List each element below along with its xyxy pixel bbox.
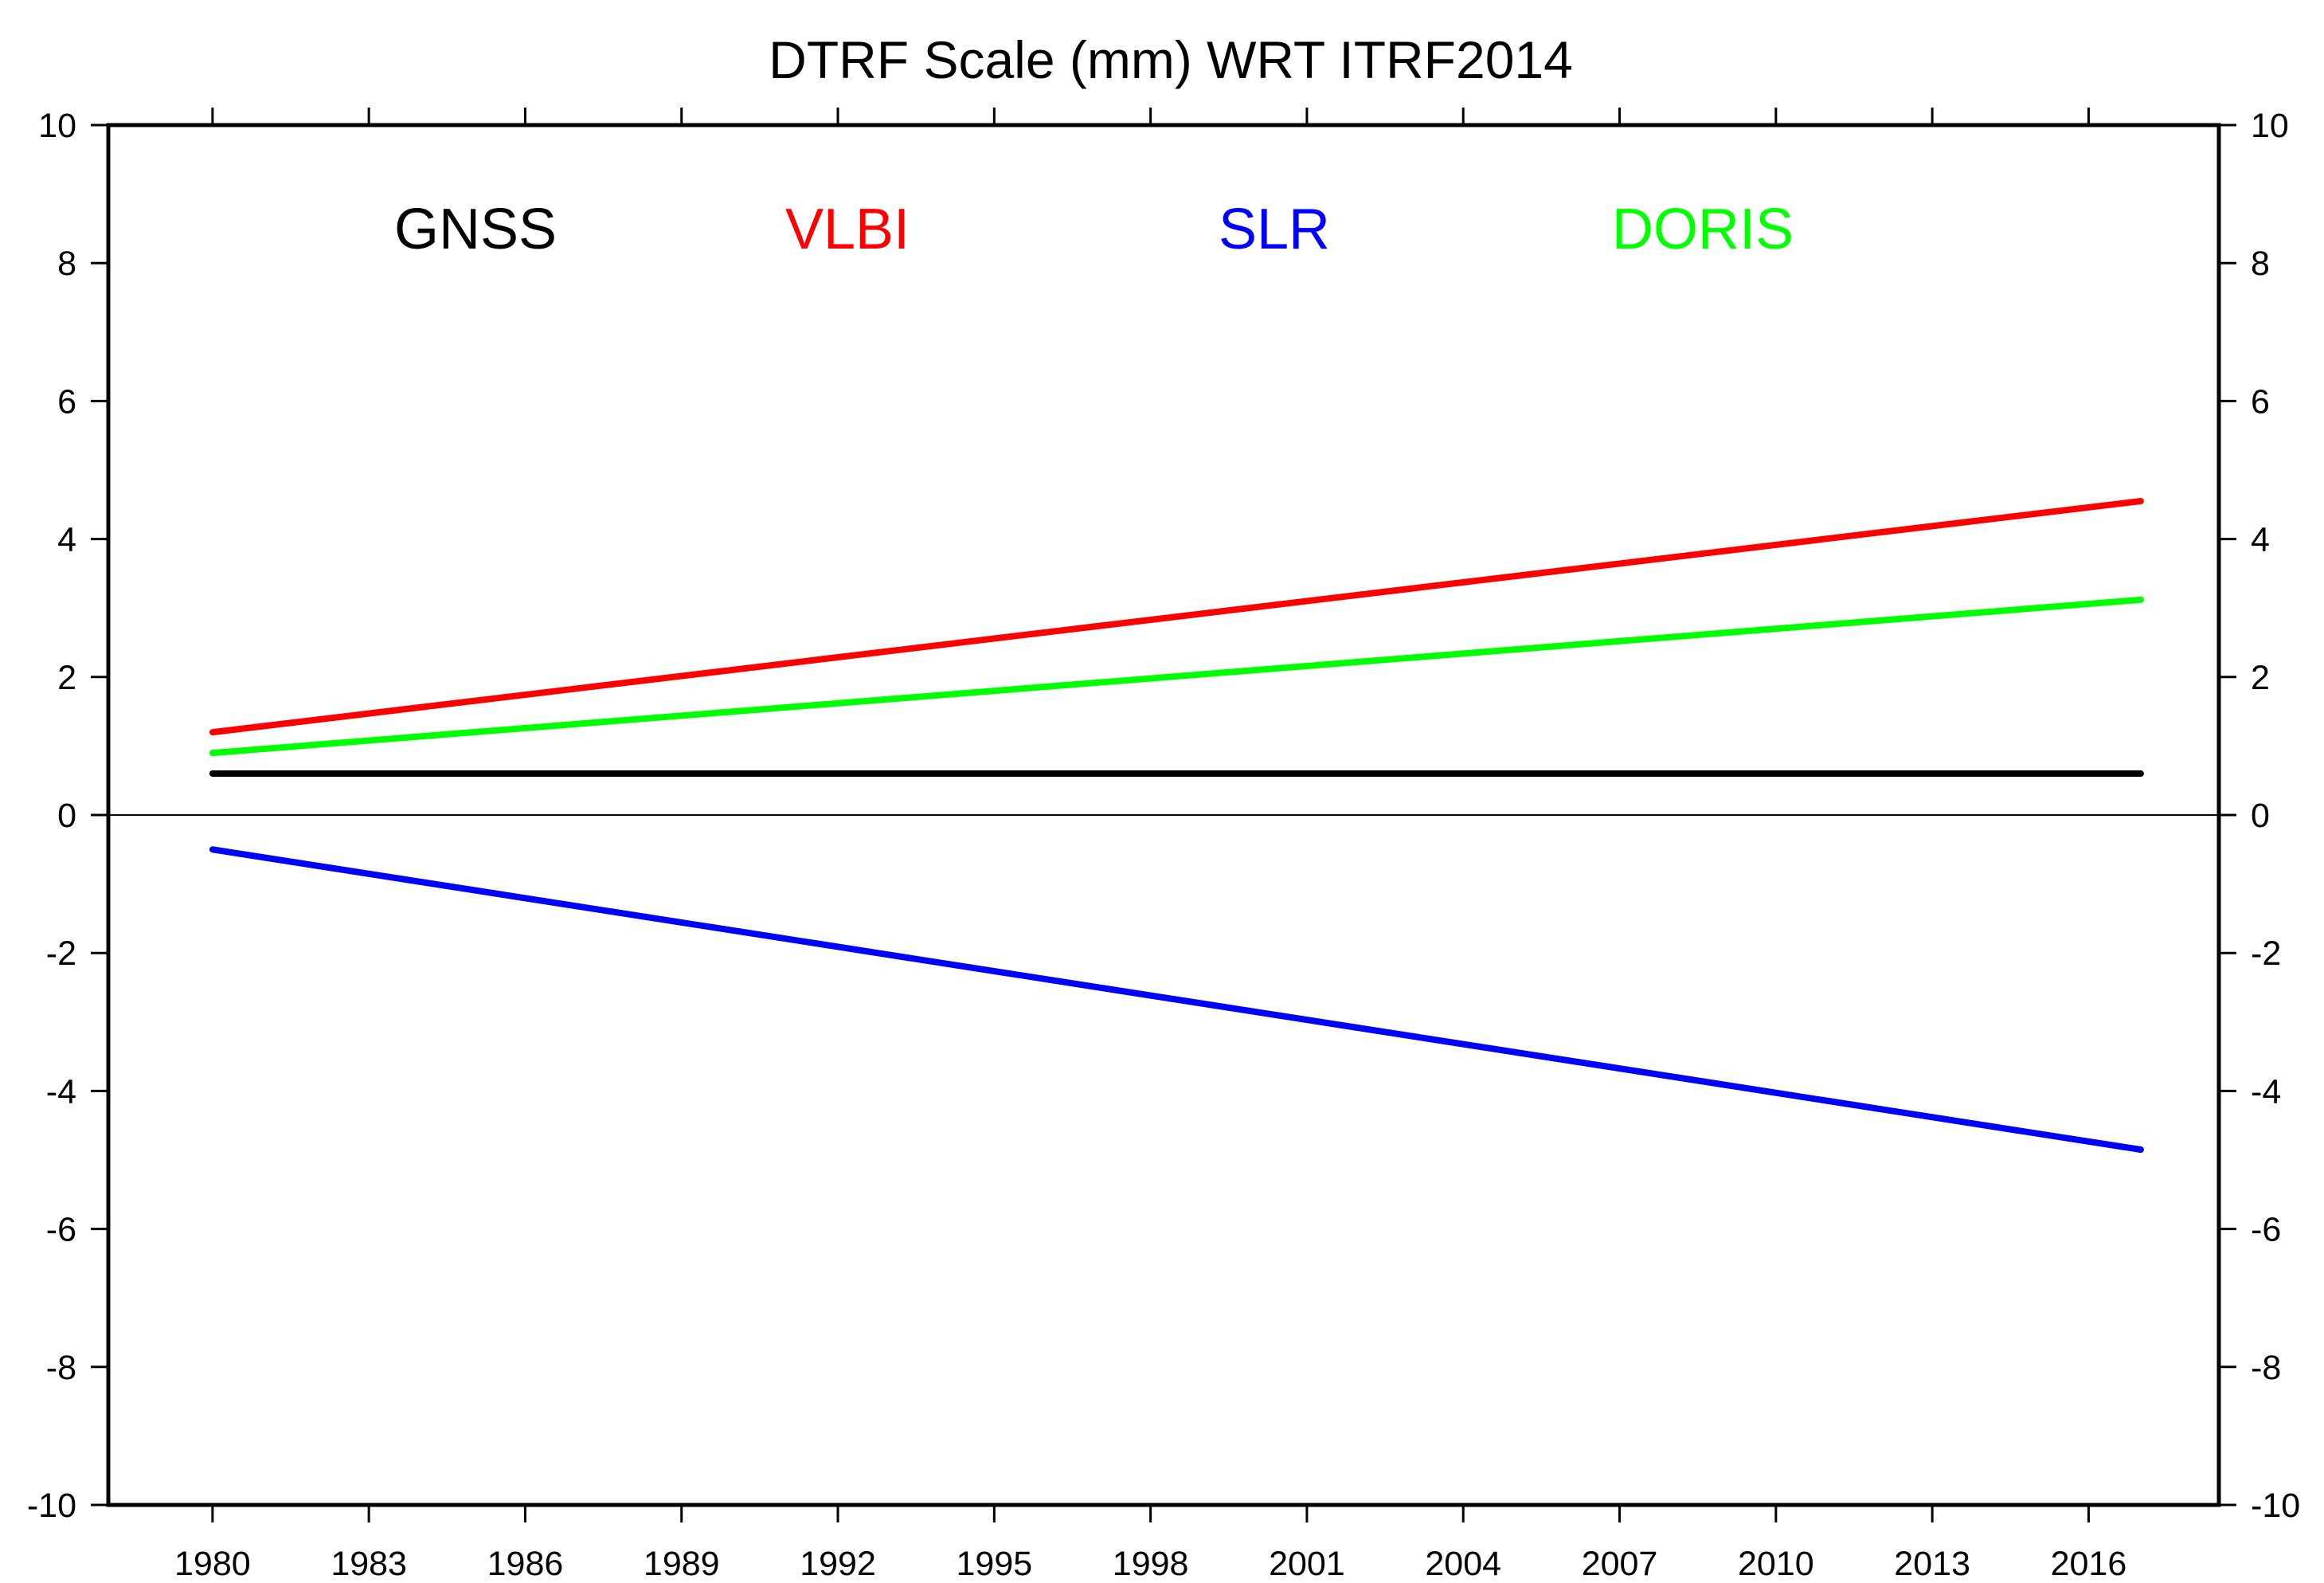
axes: 1980 1983 1986 1989 1992 1995 1998 2001 2004 2007…: [27, 107, 2300, 1583]
y-tick-label-left: 0: [57, 797, 76, 835]
y-tick-label-left: 8: [57, 245, 76, 283]
y-tick-label-right: -8: [2251, 1349, 2281, 1387]
chart-title: DTRF Scale (mm) WRT ITRF2014: [769, 30, 1573, 89]
y-tick-label-right: 8: [2251, 245, 2270, 283]
x-tick-label: 2010: [1738, 1545, 1814, 1583]
x-tick-label: 1995: [957, 1545, 1033, 1583]
y-tick-label-right: -10: [2251, 1487, 2300, 1525]
y-tick-label-right: -2: [2251, 935, 2281, 973]
legend-label-slr: SLR: [1219, 198, 1330, 261]
y-tick-label-left: 6: [57, 382, 76, 421]
x-tick-label: 1992: [800, 1545, 876, 1583]
y-tick-label-right: 0: [2251, 797, 2270, 835]
y-tick-label-right: -4: [2251, 1072, 2281, 1111]
y-tick-label-left: 4: [57, 521, 76, 559]
series-line-doris: [209, 596, 2144, 757]
series-line-vlbi: [209, 498, 2144, 736]
x-tick-label: 1989: [644, 1545, 720, 1583]
x-tick-label: 1986: [487, 1545, 564, 1583]
x-tick-label: 2004: [1425, 1545, 1501, 1583]
legend-label-doris: DORIS: [1612, 198, 1794, 261]
y-tick-label-left: 10: [38, 107, 76, 145]
legend: GNSS VLBI SLR DORIS: [394, 198, 1794, 261]
y-tick-label-left: -10: [27, 1487, 76, 1525]
legend-label-gnss: GNSS: [394, 198, 557, 261]
y-tick-label-left: -6: [46, 1211, 76, 1249]
y-tick-label-left: -4: [46, 1072, 76, 1111]
x-tick-label: 2013: [1894, 1545, 1970, 1583]
y-tick-label-left: -8: [46, 1349, 76, 1387]
series-lines: [209, 498, 2144, 1153]
legend-label-vlbi: VLBI: [785, 198, 910, 261]
x-tick-label: 2007: [1582, 1545, 1658, 1583]
y-tick-label-right: -6: [2251, 1211, 2281, 1249]
y-tick-label-right: 6: [2251, 382, 2270, 421]
series-line-slr: [209, 846, 2144, 1153]
x-tick-label: 1983: [331, 1545, 407, 1583]
x-tick-label: 1980: [174, 1545, 251, 1583]
y-tick-label-left: -2: [46, 935, 76, 973]
y-tick-label-right: 4: [2251, 521, 2270, 559]
y-tick-label-left: 2: [57, 659, 76, 697]
x-tick-label: 2016: [2051, 1545, 2127, 1583]
y-tick-label-right: 10: [2251, 107, 2289, 145]
x-tick-label: 2001: [1269, 1545, 1345, 1583]
x-tick-label: 1998: [1113, 1545, 1189, 1583]
y-tick-label-right: 2: [2251, 659, 2270, 697]
